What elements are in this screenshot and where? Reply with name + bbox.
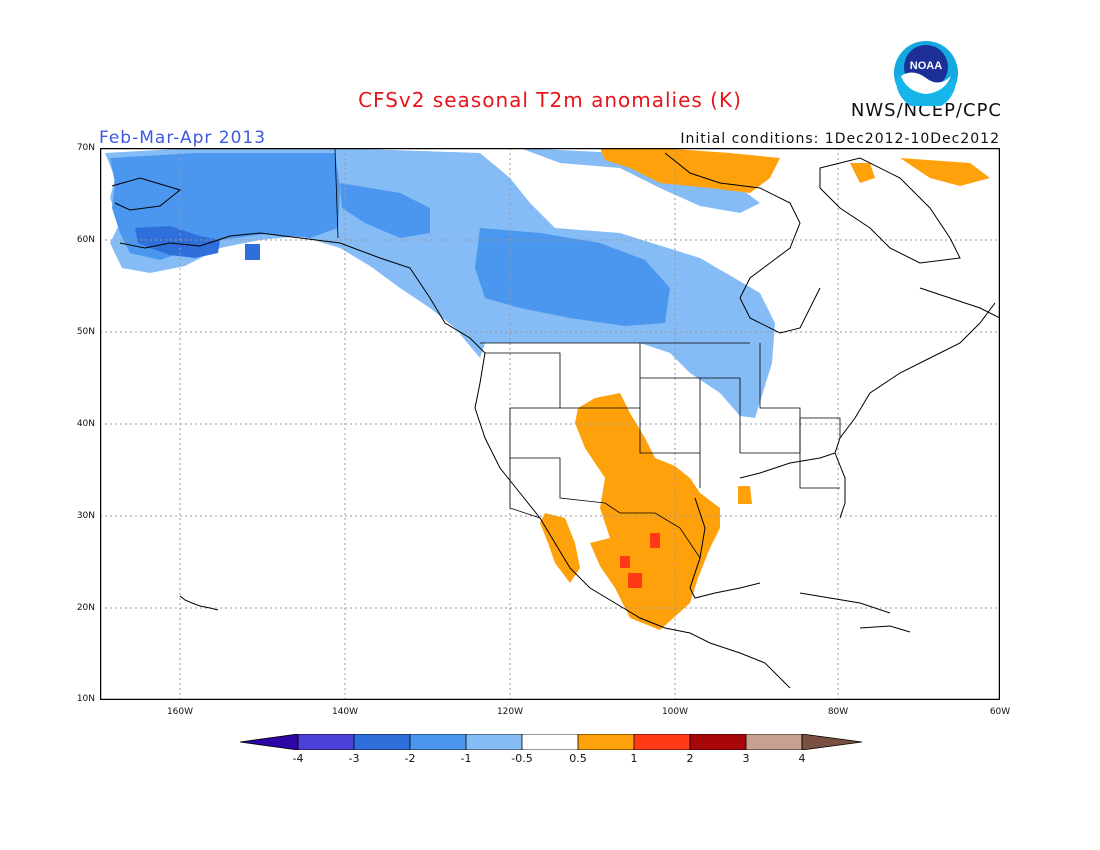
colorbar-bin (298, 734, 354, 750)
colorbar-bin (410, 734, 466, 750)
season-label: Feb-Mar-Apr 2013 (99, 128, 267, 148)
colorbar-bin (578, 734, 634, 750)
lat-label-50n: 50N (76, 327, 95, 337)
lon-label-140w: 140W (331, 707, 359, 717)
lon-label-120w: 120W (496, 707, 524, 717)
map-title: CFSv2 seasonal T2m anomalies (K) (358, 88, 742, 112)
agency-label: NWS/NCEP/CPC (850, 100, 1002, 121)
map-frame (100, 148, 1000, 700)
colorbar (240, 734, 862, 750)
cold-anomaly-dark-region (135, 226, 260, 260)
colorbar-bin (466, 734, 522, 750)
lon-label-100w: 100W (661, 707, 689, 717)
colorbar-label: 3 (742, 752, 750, 765)
colorbar-label: -0.5 (511, 752, 533, 765)
colorbar-label: 0.5 (569, 752, 587, 765)
coastlines (111, 152, 1000, 689)
colorbar-arrow-high (802, 734, 862, 750)
colorbar-label: -1 (460, 752, 472, 765)
colorbar-bin (690, 734, 746, 750)
colorbar-label: -3 (348, 752, 360, 765)
anomaly-map (100, 148, 1000, 700)
lat-label-20n: 20N (76, 603, 95, 613)
lat-label-70n: 70N (76, 143, 95, 153)
noaa-logo: NOAA (894, 41, 958, 106)
initial-conditions-label: Initial conditions: 1Dec2012-10Dec2012 (680, 131, 1000, 147)
colorbar-label: 4 (798, 752, 806, 765)
warm-anomaly-region (540, 148, 990, 630)
colorbar-bin (746, 734, 802, 750)
lon-label-80w: 80W (827, 707, 849, 717)
colorbar-label: -2 (404, 752, 416, 765)
colorbar-bin (522, 734, 578, 750)
warm-anomaly-strong-region (620, 533, 660, 588)
colorbar-bin (634, 734, 690, 750)
noaa-logo-text: NOAA (910, 60, 942, 72)
colorbar-label: 1 (630, 752, 638, 765)
colorbar-label: -4 (292, 752, 304, 765)
colorbar-arrow-low (240, 734, 298, 750)
lat-label-30n: 30N (76, 511, 95, 521)
political-borders (334, 148, 841, 559)
lon-label-60w: 60W (989, 707, 1011, 717)
colorbar-label: 2 (686, 752, 694, 765)
lat-label-40n: 40N (76, 419, 95, 429)
colorbar-bin (354, 734, 410, 750)
lon-label-160w: 160W (166, 707, 194, 717)
lat-label-10n: 10N (76, 694, 95, 704)
lat-label-60n: 60N (76, 235, 95, 245)
